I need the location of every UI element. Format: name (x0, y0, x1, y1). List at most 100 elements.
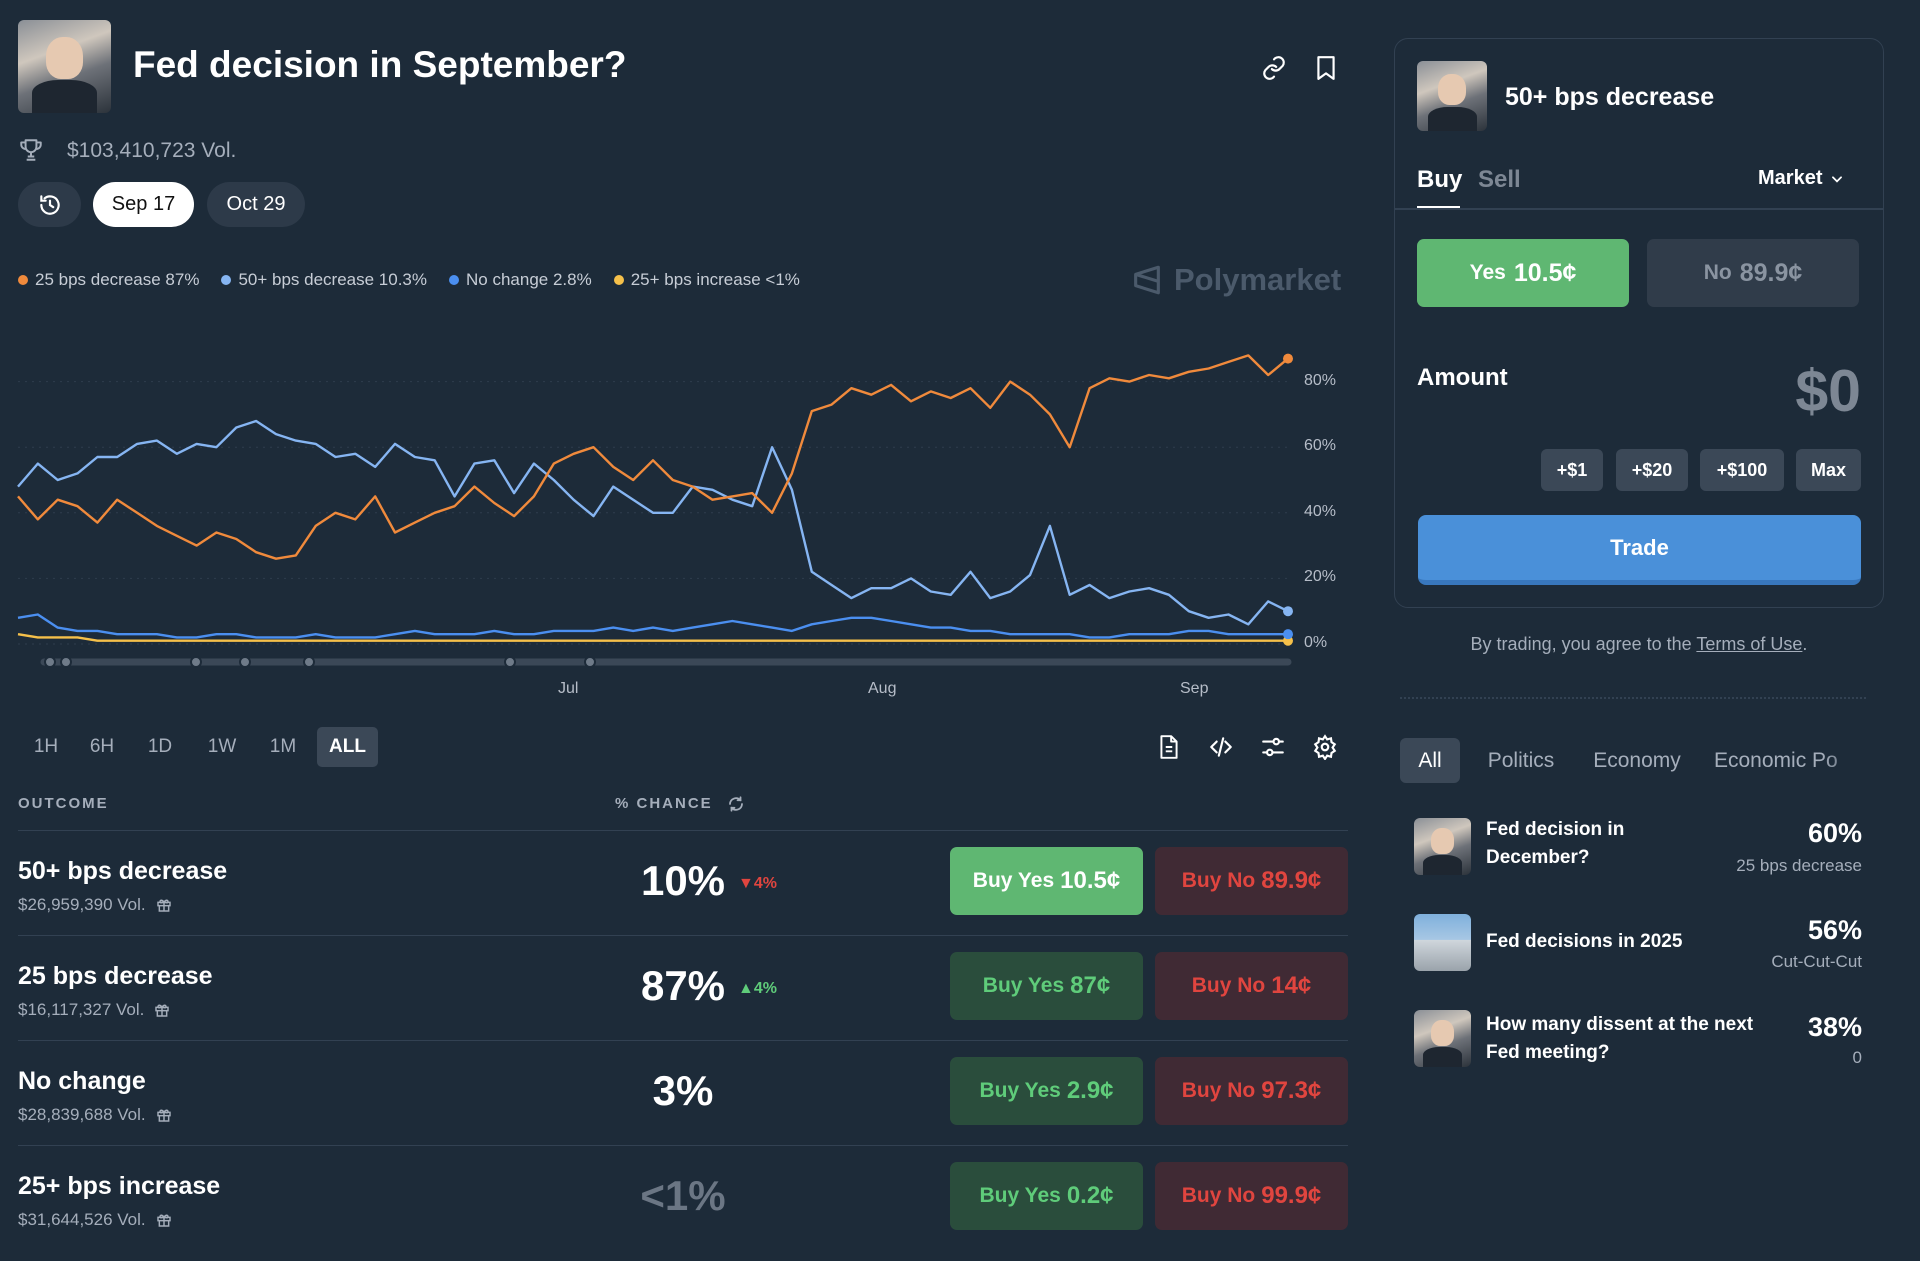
trade-outcome-title: 50+ bps decrease (1505, 83, 1715, 111)
scrubber-marker[interactable] (239, 656, 251, 668)
outcome-volume-text: $28,839,688 Vol. (18, 1105, 146, 1124)
terms-suffix: . (1802, 634, 1808, 654)
amount-label: Amount (1417, 364, 1508, 391)
range-button-1h[interactable]: 1H (33, 736, 59, 757)
buy-yes-button[interactable]: Buy Yes 2.9¢ (950, 1057, 1143, 1125)
trade-outcome-avatar (1417, 61, 1487, 131)
amount-chip-20[interactable]: +$20 (1616, 449, 1688, 491)
amount-chip-1[interactable]: +$1 (1541, 449, 1603, 491)
category-tab-all[interactable]: All (1400, 738, 1460, 783)
legend-dot (18, 275, 28, 285)
outcome-chance: 3% (652, 1067, 714, 1114)
legend-label: 25+ bps increase <1% (630, 270, 800, 289)
buy-yes-label: Buy Yes (972, 869, 1055, 892)
outcome-volume-text: $16,117,327 Vol. (18, 1000, 145, 1019)
outcome-name: 25+ bps increase (18, 1172, 221, 1200)
related-market-title[interactable]: Fed decision in December? (1486, 819, 1625, 868)
buy-no-label: Buy No (1181, 869, 1256, 892)
buy-no-button[interactable]: Buy No 14¢ (1155, 952, 1348, 1020)
related-market-avatar (1414, 818, 1471, 875)
range-button-1m[interactable]: 1M (269, 736, 297, 757)
buy-yes-price: 87¢ (1070, 972, 1111, 999)
trade-yes-button[interactable]: Yes 10.5¢ (1417, 239, 1629, 307)
amount-chip-100[interactable]: +$100 (1700, 449, 1784, 491)
terms-link[interactable]: Terms of Use (1696, 634, 1803, 654)
scrubber-marker[interactable] (504, 656, 516, 668)
legend-label: No change 2.8% (466, 270, 592, 289)
buy-yes-button[interactable]: Buy Yes 87¢ (950, 952, 1143, 1020)
date-pill-oct-29[interactable]: Oct 29 (207, 182, 305, 227)
tab-sell[interactable]: Sell (1478, 166, 1521, 193)
buy-no-button[interactable]: Buy No 99.9¢ (1155, 1162, 1348, 1230)
amount-chip-max[interactable]: Max (1796, 449, 1861, 491)
link-icon[interactable] (1259, 53, 1289, 83)
buy-yes-price: 10.5¢ (1060, 867, 1121, 894)
sidebar-divider (1400, 697, 1866, 699)
scrubber-marker[interactable] (190, 656, 202, 668)
market-title: Fed decision in September? (133, 44, 627, 85)
related-market-title[interactable]: Fed decisions in 2025 (1486, 931, 1683, 952)
outcome-row[interactable]: No change $28,839,688 Vol. 3% Buy Yes 2.9¢ Bu… (18, 1040, 1348, 1145)
trade-panel: 50+ bps decrease Buy Sell Market Yes 10.… (1394, 38, 1884, 608)
range-button-1d[interactable]: 1D (147, 736, 173, 757)
tab-buy-underline (1417, 206, 1460, 209)
amount-input[interactable]: $0 (1795, 358, 1861, 424)
buy-no-button[interactable]: Buy No 97.3¢ (1155, 1057, 1348, 1125)
embed-code-icon[interactable] (1206, 732, 1236, 762)
outcome-volume-text: $26,959,390 Vol. (18, 895, 146, 914)
series-endpoint (1283, 629, 1293, 640)
trade-yes-price: 10.5¢ (1513, 258, 1577, 287)
buy-no-label: Buy No (1181, 1079, 1256, 1102)
scrubber-marker[interactable] (44, 656, 56, 668)
sliders-icon[interactable] (1258, 732, 1288, 762)
outcome-chance: 10% (640, 857, 726, 904)
outcome-chance-delta: ▲4% (738, 980, 777, 997)
outcome-row[interactable]: 50+ bps decrease $26,959,390 Vol. 10% ▼4% Bu… (18, 830, 1348, 935)
outcome-volume: $31,644,526 Vol. (18, 1210, 172, 1230)
chart-scrubber[interactable] (40, 656, 1292, 668)
market-volume: $103,410,723 Vol. (67, 139, 237, 162)
range-button-all[interactable]: ALL (317, 727, 378, 767)
chevron-down-icon (1832, 175, 1843, 183)
x-tick-label: Jul (558, 680, 579, 697)
buy-yes-button[interactable]: Buy Yes 0.2¢ (950, 1162, 1143, 1230)
category-tab-economic-policy[interactable]: Economic Po (1714, 748, 1838, 772)
legend-item: 25 bps decrease 87% (18, 270, 199, 290)
legend-dot (613, 275, 624, 285)
buy-yes-label: Buy Yes (979, 1079, 1061, 1102)
refresh-icon[interactable] (727, 795, 747, 815)
scrubber-marker[interactable] (584, 656, 596, 668)
document-icon[interactable] (1154, 732, 1184, 762)
range-button-1w[interactable]: 1W (207, 736, 237, 757)
order-type-dropdown[interactable]: Market (1758, 167, 1844, 190)
order-type-label: Market (1758, 167, 1823, 189)
buy-no-label: Buy No (1191, 974, 1266, 997)
gift-icon (156, 1109, 171, 1122)
outcome-chance: <1% (640, 1172, 726, 1219)
category-tab-economy[interactable]: Economy (1593, 748, 1681, 772)
scrubber-marker[interactable] (60, 656, 72, 668)
buy-no-price: 14¢ (1271, 972, 1312, 999)
tab-buy[interactable]: Buy (1417, 166, 1463, 193)
trade-no-button[interactable]: No 89.9¢ (1647, 239, 1859, 307)
series-line-25-bps-decrease (17, 354, 1289, 560)
bookmark-icon[interactable] (1311, 53, 1341, 83)
outcome-volume: $26,959,390 Vol. (18, 895, 172, 915)
related-market-sub: 0 (1852, 1048, 1862, 1067)
buy-yes-button[interactable]: Buy Yes 10.5¢ (950, 847, 1143, 915)
tabs-divider (1395, 208, 1883, 210)
scrubber-marker[interactable] (303, 656, 315, 668)
outcome-chance: 87% (640, 962, 726, 1009)
buy-no-button[interactable]: Buy No 89.9¢ (1155, 847, 1348, 915)
category-tab-politics[interactable]: Politics (1487, 748, 1555, 772)
terms-notice: By trading, you agree to the Terms of Us… (1394, 634, 1884, 655)
outcome-row[interactable]: 25+ bps increase $31,644,526 Vol. <1% Buy Y… (18, 1145, 1348, 1250)
price-chart (17, 353, 1293, 668)
outcome-row[interactable]: 25 bps decrease $16,117,327 Vol. 87% ▲4% Buy… (18, 935, 1348, 1040)
date-pill-sep-17[interactable]: Sep 17 (93, 182, 194, 227)
history-button[interactable] (18, 182, 81, 227)
trade-button[interactable]: Trade (1418, 515, 1861, 585)
settings-gear-icon[interactable] (1310, 732, 1340, 762)
related-market-title[interactable]: How many dissent at the next Fed meeting… (1486, 1014, 1754, 1063)
range-button-6h[interactable]: 6H (89, 736, 115, 757)
